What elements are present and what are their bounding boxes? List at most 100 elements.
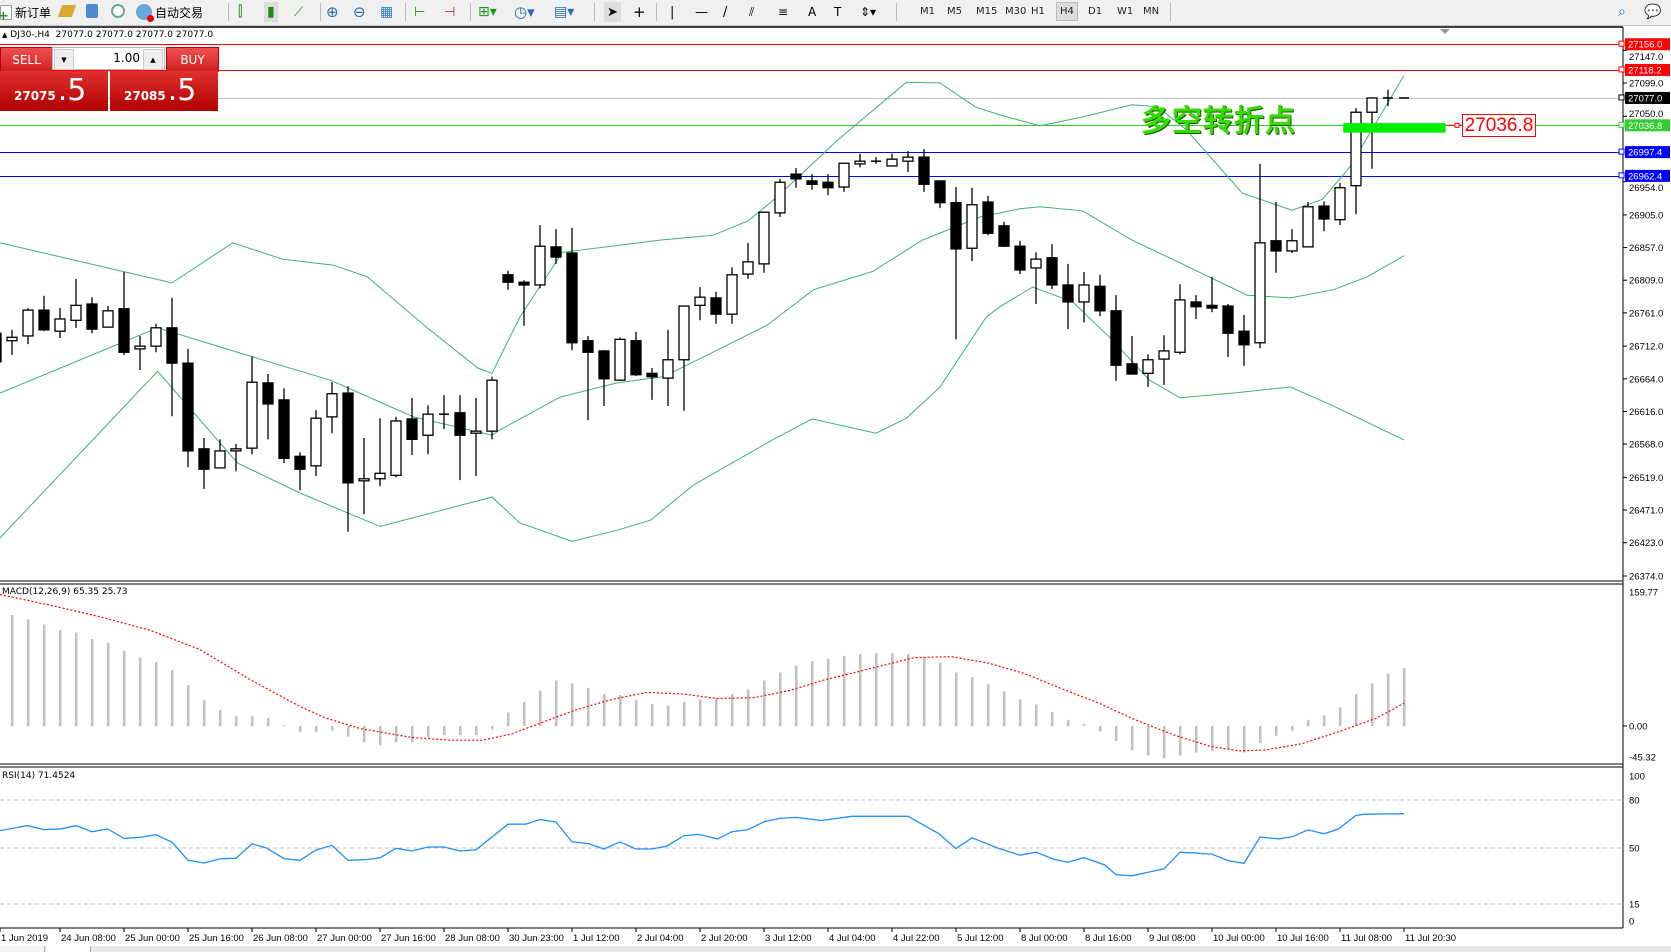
candle[interactable] — [1334, 182, 1346, 226]
candle[interactable] — [1142, 354, 1154, 387]
candle[interactable] — [439, 395, 449, 430]
data-window-icon[interactable] — [86, 4, 98, 18]
candle[interactable] — [390, 416, 402, 478]
templates-icon[interactable]: ▤▾ — [554, 4, 575, 20]
candle[interactable] — [1126, 335, 1138, 375]
candle[interactable] — [198, 437, 210, 489]
market-watch-icon[interactable] — [57, 5, 77, 17]
auto-scroll-icon[interactable]: ⊢ — [414, 4, 426, 20]
candle[interactable] — [630, 331, 642, 377]
candle[interactable] — [1190, 295, 1202, 319]
line-handle-icon[interactable] — [1618, 94, 1625, 101]
new-order-button[interactable]: + 新订单 — [0, 4, 52, 24]
candle[interactable] — [502, 270, 514, 290]
candle[interactable] — [246, 356, 258, 455]
candle[interactable] — [358, 437, 370, 515]
candle[interactable] — [262, 374, 274, 440]
sell-price-button[interactable]: 27075 .5 — [0, 71, 108, 111]
timeframe-m15[interactable]: M15 — [976, 6, 998, 17]
chat-icon[interactable]: 💬 — [1644, 4, 1662, 20]
indicators-icon[interactable]: ⊞▾ — [478, 4, 497, 20]
candle[interactable] — [678, 305, 690, 411]
chart-shift-icon[interactable]: ⊣ — [444, 4, 456, 20]
candle[interactable] — [822, 174, 834, 196]
equidistant-channel-icon[interactable]: ⫽ — [749, 4, 755, 19]
fibonacci-icon[interactable]: ≡ — [778, 5, 789, 19]
chart-tab[interactable] — [0, 946, 45, 952]
candle[interactable] — [182, 348, 194, 468]
timeframe-m30[interactable]: M30 — [1005, 6, 1027, 17]
candle[interactable] — [406, 397, 418, 455]
candle[interactable] — [1286, 229, 1298, 253]
chart-shift-marker-icon[interactable] — [1440, 29, 1450, 34]
lot-decrease-button[interactable]: ▼ — [54, 49, 74, 70]
candle[interactable] — [774, 178, 786, 217]
candle[interactable] — [582, 335, 594, 421]
sell-button[interactable]: SELL — [0, 47, 53, 72]
timeframe-h1[interactable]: H1 — [1031, 6, 1045, 17]
candle[interactable] — [326, 382, 338, 434]
candle[interactable] — [1046, 244, 1058, 290]
annotation-price-label[interactable]: 27036.8 — [1462, 114, 1536, 137]
arrows-icon[interactable]: ⇕▾ — [860, 5, 877, 19]
candle[interactable] — [342, 386, 354, 532]
candle[interactable] — [374, 418, 386, 487]
cursor-icon[interactable]: ➤ — [604, 2, 621, 22]
candle[interactable] — [1254, 163, 1266, 349]
periods-clock-icon[interactable]: ◷▾ — [514, 3, 535, 21]
candle[interactable] — [294, 452, 306, 491]
candle[interactable] — [742, 242, 754, 279]
crosshair-icon[interactable]: + — [633, 3, 646, 21]
zoom-in-icon[interactable]: ⊕ — [326, 3, 339, 21]
line-chart-icon[interactable]: ⟋ — [294, 4, 304, 20]
candle[interactable] — [886, 153, 898, 167]
turning-point-zone[interactable] — [1343, 123, 1446, 133]
trendline-icon[interactable]: / — [723, 4, 728, 20]
candle[interactable] — [1302, 202, 1314, 248]
lot-increase-button[interactable]: ▲ — [143, 49, 163, 70]
candlestick-chart-icon[interactable]: ▮ — [264, 2, 278, 22]
candle[interactable] — [614, 337, 626, 381]
timeframe-h4[interactable]: H4 — [1056, 2, 1078, 21]
candle[interactable] — [1238, 314, 1250, 366]
candle[interactable] — [902, 151, 914, 173]
candle[interactable] — [102, 306, 114, 328]
candle[interactable] — [598, 350, 610, 406]
candle[interactable] — [1094, 274, 1106, 317]
zoom-out-icon[interactable]: ⊖ — [353, 3, 366, 21]
candle[interactable] — [566, 227, 578, 351]
candle[interactable] — [86, 297, 98, 334]
candle[interactable] — [118, 272, 130, 355]
candle[interactable] — [166, 297, 178, 417]
lot-size-input[interactable]: 1.00 — [113, 51, 140, 65]
candle[interactable] — [918, 148, 930, 192]
collapse-triangle-icon[interactable]: ▲ — [2, 31, 8, 39]
signals-icon[interactable] — [111, 4, 125, 18]
annotation-text[interactable]: 多空转折点 — [1141, 104, 1296, 139]
candle[interactable] — [662, 329, 674, 406]
candle[interactable] — [278, 388, 290, 464]
candle[interactable] — [790, 168, 802, 188]
candle[interactable] — [534, 225, 546, 289]
candle[interactable] — [550, 229, 562, 264]
annotation-handle-icon[interactable] — [1454, 122, 1460, 128]
candle[interactable] — [454, 395, 466, 481]
candle[interactable] — [1110, 295, 1122, 381]
tile-windows-icon[interactable]: ▦ — [380, 4, 394, 20]
candle[interactable] — [982, 195, 994, 236]
candle[interactable] — [1366, 97, 1378, 169]
candle[interactable] — [134, 335, 146, 370]
candle[interactable] — [70, 278, 82, 328]
candle[interactable] — [422, 405, 434, 455]
text-label-icon[interactable]: T — [834, 5, 842, 19]
auto-trading-button[interactable]: 自动交易 — [136, 2, 203, 22]
timeframe-m1[interactable]: M1 — [920, 6, 935, 17]
line-handle-icon[interactable] — [1618, 121, 1625, 128]
candle[interactable] — [1014, 240, 1026, 275]
candle[interactable] — [694, 287, 706, 321]
lot-size-stepper[interactable]: ▼ 1.00 ▲ — [52, 47, 165, 70]
text-icon[interactable]: A — [808, 5, 817, 19]
candle[interactable] — [1270, 202, 1282, 273]
candle[interactable] — [710, 291, 722, 324]
candle[interactable] — [230, 444, 242, 472]
